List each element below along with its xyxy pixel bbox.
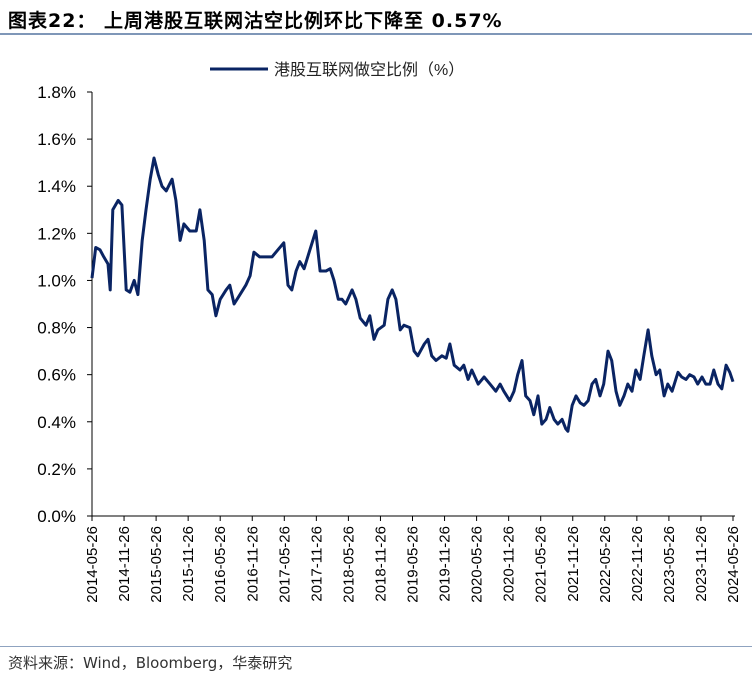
x-tick-label: 2019-05-26 <box>405 526 422 603</box>
x-tick-label: 2020-11-26 <box>501 526 518 602</box>
x-tick-label: 2022-11-26 <box>629 526 646 602</box>
x-tick-label: 2015-11-26 <box>180 526 197 602</box>
legend: 港股互联网做空比例（%） <box>210 61 464 79</box>
x-tick-label: 2022-05-26 <box>597 526 614 603</box>
source-note: 资料来源：Wind，Bloomberg，华泰研究 <box>8 654 293 672</box>
x-tick-label: 2023-05-26 <box>661 526 678 603</box>
y-tick-label: 0.8% <box>37 319 76 338</box>
title-divider <box>0 33 752 35</box>
legend-label: 港股互联网做空比例（%） <box>274 61 464 79</box>
x-tick-label: 2017-11-26 <box>308 526 325 602</box>
x-tick-label: 2014-11-26 <box>116 526 133 602</box>
x-tick-label: 2018-11-26 <box>372 526 389 602</box>
x-tick-label: 2021-11-26 <box>565 526 582 602</box>
x-tick-label: 2018-05-26 <box>340 526 357 603</box>
x-tick-label: 2016-05-26 <box>212 526 229 603</box>
x-tick-label: 2016-11-26 <box>244 526 261 602</box>
y-tick-label: 0.4% <box>37 413 76 432</box>
x-tick-label: 2020-05-26 <box>469 526 486 603</box>
y-tick-label: 0.2% <box>37 460 76 479</box>
y-tick-label: 1.6% <box>37 130 76 149</box>
x-tick-label: 2015-05-26 <box>148 526 165 603</box>
x-tick-label: 2021-05-26 <box>533 526 550 603</box>
x-tick-label: 2023-11-26 <box>693 526 710 602</box>
y-tick-label: 0.6% <box>37 366 76 385</box>
x-tick-label: 2019-11-26 <box>437 526 454 602</box>
y-tick-label: 1.2% <box>37 224 76 243</box>
line-chart: 港股互联网做空比例（%） 0.0% 0.2% 0.4% 0.6% 0.8% 1.0% 1.2… <box>37 61 742 603</box>
y-tick-label: 1.0% <box>37 271 76 290</box>
y-tick-label: 0.0% <box>37 507 76 526</box>
y-tick-label: 1.4% <box>37 177 76 196</box>
x-tick-label: 2014-05-26 <box>84 526 101 603</box>
series-line-hk-internet-short-ratio <box>90 156 735 433</box>
x-tick-label: 2024-05-26 <box>725 526 742 603</box>
source-divider <box>0 646 752 647</box>
chart-title: 图表22： 上周港股互联网沽空比例环比下降至 0.57% <box>8 10 503 32</box>
y-tick-label: 1.8% <box>37 83 76 102</box>
x-tick-label: 2017-05-26 <box>276 526 293 603</box>
